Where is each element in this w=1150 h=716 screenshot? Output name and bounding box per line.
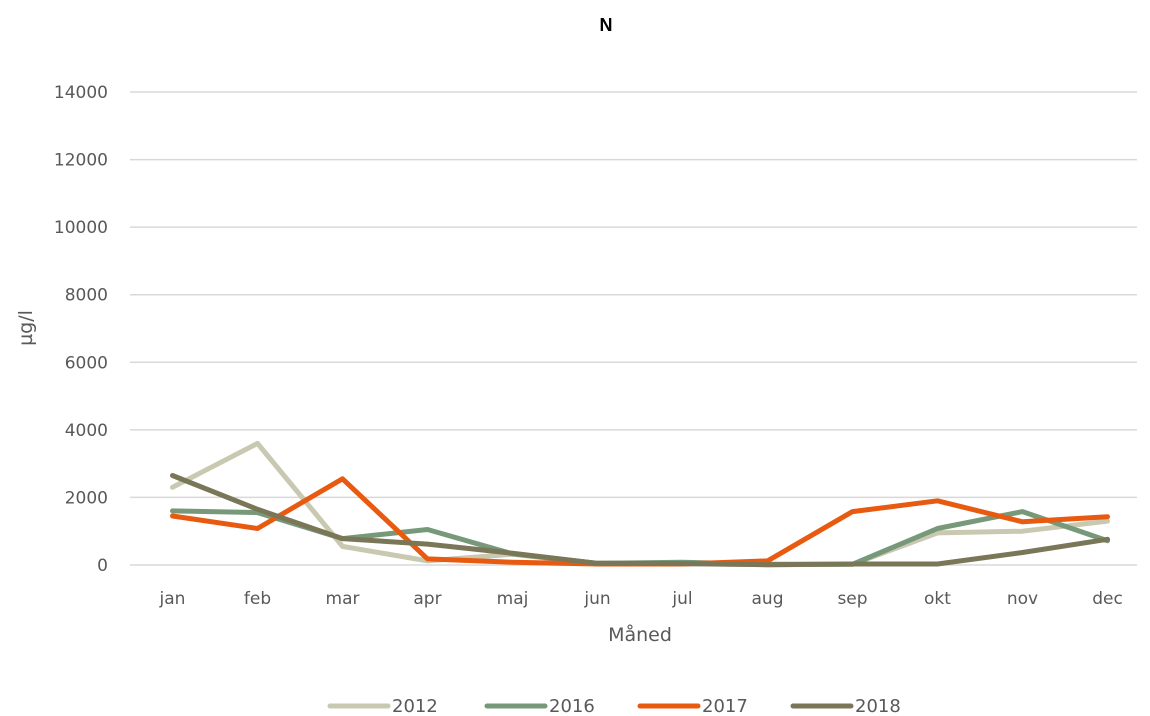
x-tick-label: jan: [159, 589, 186, 609]
chart-title: N: [600, 15, 613, 35]
x-tick-label: jun: [583, 589, 610, 609]
y-tick-label: 8000: [65, 286, 108, 306]
x-tick-label: maj: [497, 589, 529, 609]
x-tick-label: okt: [924, 589, 951, 609]
y-tick-label: 4000: [65, 421, 108, 441]
y-tick-label: 6000: [65, 353, 108, 373]
x-tick-label: feb: [244, 589, 271, 609]
y-axis-ticks: 0 2000 4000 6000 8000 10000 12000 14000: [54, 83, 108, 576]
gridlines: [130, 91, 1137, 566]
x-tick-label: nov: [1007, 589, 1038, 609]
x-tick-label: aug: [752, 589, 784, 609]
legend-label: 2018: [855, 696, 901, 716]
series-lines: [170, 440, 1110, 568]
x-tick-label: sep: [837, 589, 867, 609]
series-line-2018: [170, 473, 1110, 568]
series-line-2016: [170, 508, 1110, 567]
x-tick-label: dec: [1092, 589, 1123, 609]
y-tick-label: 10000: [54, 218, 108, 238]
y-tick-label: 0: [97, 556, 108, 576]
legend-label: 2012: [392, 696, 438, 716]
x-tick-label: apr: [413, 589, 441, 609]
legend-item-2012: 2012: [327, 696, 438, 716]
series-line-2012: [170, 440, 1110, 568]
x-axis-ticks: jan feb mar apr maj jun jul aug sep okt nov dec: [159, 589, 1123, 609]
legend-item-2016: 2016: [484, 696, 595, 716]
y-tick-label: 14000: [54, 83, 108, 103]
y-tick-label: 12000: [54, 151, 108, 171]
x-tick-label: jul: [671, 589, 692, 609]
x-tick-label: mar: [326, 589, 360, 609]
legend-label: 2017: [702, 696, 748, 716]
legend-item-2017: 2017: [637, 696, 748, 716]
legend: 2012 2016 2017 2018: [327, 696, 901, 716]
y-tick-label: 2000: [65, 488, 108, 508]
legend-item-2018: 2018: [790, 696, 901, 716]
legend-label: 2016: [549, 696, 595, 716]
x-axis-title: Måned: [608, 623, 672, 646]
y-axis-title: µg/l: [15, 310, 37, 346]
